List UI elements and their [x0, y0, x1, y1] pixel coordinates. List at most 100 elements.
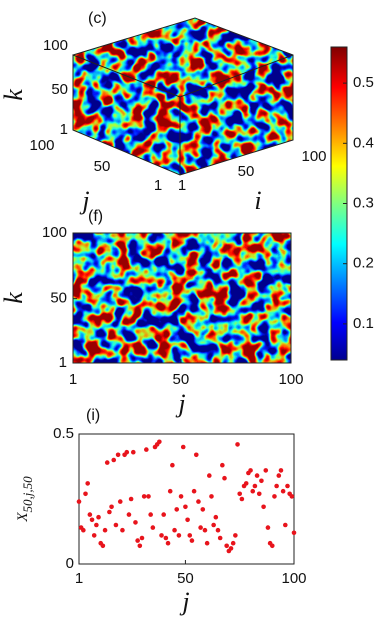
panel-title: (i): [86, 407, 100, 424]
point: [148, 512, 153, 517]
point: [274, 483, 279, 489]
point: [291, 530, 297, 536]
point: [174, 507, 180, 512]
x-tick-label: 50: [173, 371, 190, 388]
cube-side: [180, 55, 293, 175]
i-label: i: [254, 186, 261, 215]
colorbar-tick-label: 0.4: [353, 134, 374, 151]
point: [285, 483, 290, 489]
panel-title: (f): [88, 208, 103, 225]
x-tick-label: 1: [69, 371, 77, 388]
point: [193, 452, 199, 458]
point: [167, 488, 173, 494]
j-tick-label: 50: [94, 158, 111, 175]
point: [185, 517, 190, 523]
i-tick-label: 50: [238, 163, 255, 180]
point: [224, 543, 229, 549]
point: [157, 439, 162, 445]
x-tick-label: 100: [278, 371, 303, 388]
point: [252, 483, 258, 489]
point: [159, 533, 164, 538]
j-tick-label: 100: [29, 137, 54, 154]
point: [117, 499, 123, 504]
point: [207, 473, 212, 478]
point: [211, 522, 216, 528]
point: [104, 460, 110, 465]
point: [230, 540, 236, 546]
y-tick-label: 0.5: [53, 425, 74, 442]
point: [233, 533, 238, 538]
x-tick-label: 100: [281, 570, 306, 587]
point: [289, 494, 295, 499]
k-tick-label: 100: [43, 37, 68, 54]
point: [280, 488, 286, 494]
point: [204, 540, 210, 546]
y-tick-label: 100: [42, 224, 67, 241]
x-tick-label: 1: [75, 570, 83, 587]
point: [139, 535, 145, 541]
point: [83, 491, 88, 497]
point: [198, 525, 203, 530]
j-tick-label: 1: [154, 177, 162, 194]
colorbar-tick-label: 0.1: [353, 315, 374, 332]
point: [102, 527, 108, 533]
point: [180, 444, 186, 450]
point: [96, 514, 101, 520]
colorbar-tick-label: 0.3: [353, 194, 374, 211]
point: [220, 462, 225, 468]
point: [183, 504, 188, 510]
point: [178, 494, 184, 499]
point: [235, 442, 240, 447]
point: [259, 478, 264, 484]
point: [243, 481, 249, 486]
point: [76, 499, 82, 504]
point: [187, 533, 193, 538]
colorbar-tick-label: 0.5: [353, 74, 374, 91]
k-label: k: [0, 89, 28, 101]
point: [239, 496, 245, 502]
y-axis-label: X50,j,50: [15, 476, 35, 523]
point: [146, 494, 151, 499]
point: [133, 520, 138, 525]
point: [150, 525, 156, 530]
point: [283, 522, 288, 528]
k-tick-label: 50: [51, 81, 68, 98]
i-tick-label: 1: [178, 177, 186, 194]
point: [109, 504, 114, 510]
point: [269, 543, 275, 549]
point: [128, 496, 134, 502]
y-tick-label: 1: [59, 354, 67, 371]
point: [191, 488, 197, 494]
y-tick-label: 0: [66, 555, 74, 572]
y-axis-label-subscript: 50,j,50: [20, 476, 35, 513]
point: [165, 540, 171, 546]
point: [256, 491, 262, 497]
point: [113, 522, 119, 528]
point: [126, 512, 132, 517]
point: [254, 473, 260, 478]
point: [135, 538, 140, 543]
point: [217, 535, 223, 541]
point: [130, 449, 136, 455]
point: [276, 473, 282, 478]
cube-top: [73, 18, 293, 97]
point: [278, 468, 284, 473]
point: [263, 468, 269, 473]
point: [91, 533, 97, 538]
point: [89, 517, 95, 523]
point: [87, 512, 93, 517]
point: [172, 527, 177, 533]
x-tick-label: 50: [177, 570, 194, 587]
point: [124, 449, 130, 455]
k-tick-label: 1: [60, 121, 68, 138]
point: [265, 525, 271, 530]
point: [176, 533, 182, 538]
panel-title: (c): [88, 10, 107, 27]
point: [85, 481, 90, 486]
point: [261, 504, 266, 510]
cube-front: [73, 55, 180, 175]
i-tick-label: 100: [301, 148, 326, 165]
point: [111, 457, 117, 463]
point: [272, 494, 277, 499]
